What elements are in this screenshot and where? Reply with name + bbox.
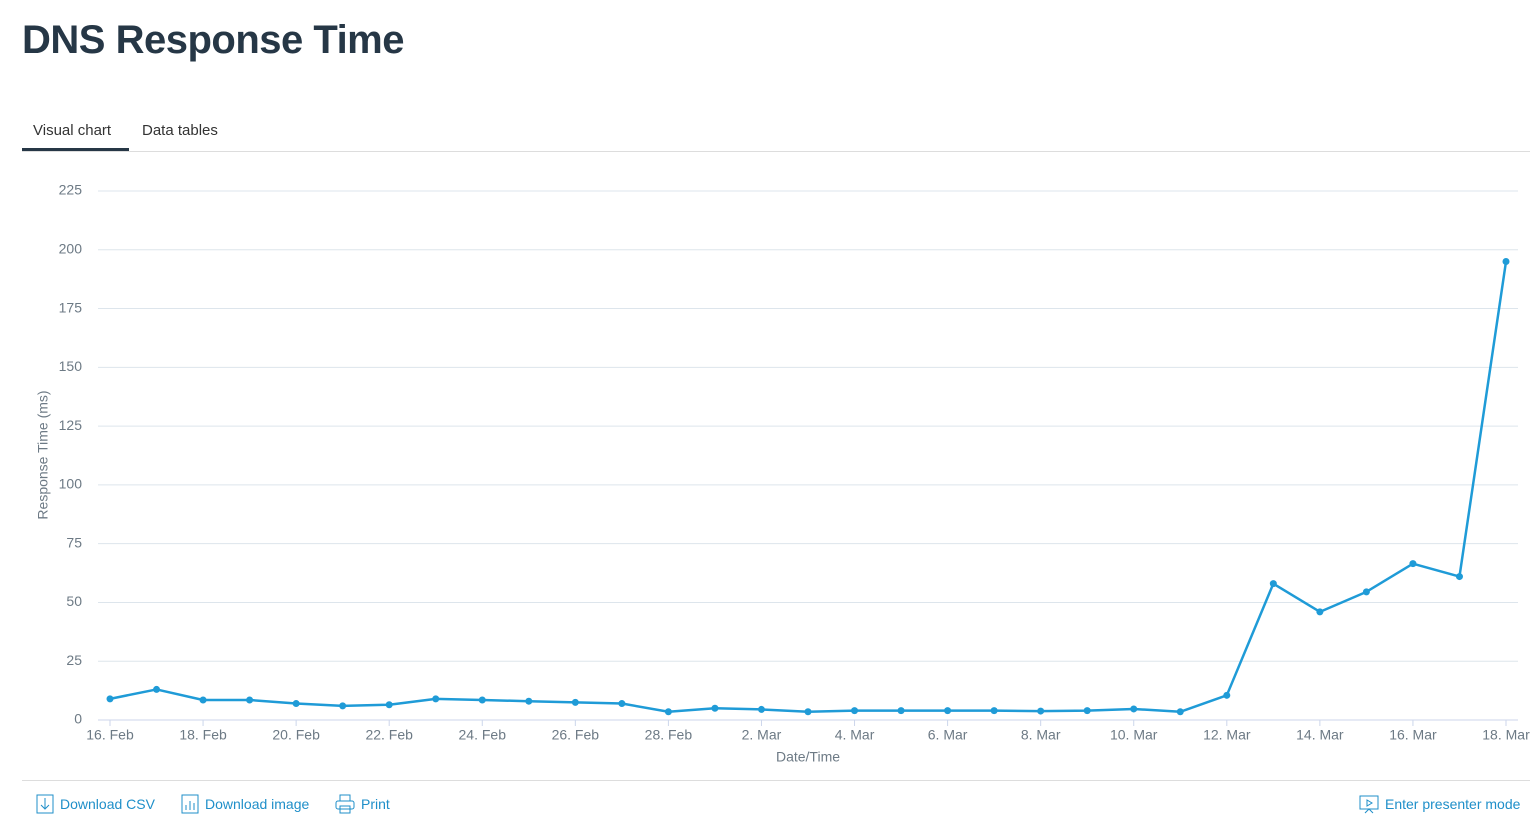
action-label[interactable]: Enter presenter mode	[1385, 796, 1521, 812]
icon	[36, 794, 54, 814]
action-label[interactable]: Print	[361, 796, 390, 812]
action-label[interactable]: Download image	[205, 796, 310, 812]
tab-indicator	[22, 148, 129, 151]
y-tick-label: 200	[59, 240, 83, 256]
y-tick-label: 0	[74, 711, 82, 727]
footer-divider	[22, 780, 1530, 781]
data-point	[1176, 708, 1184, 716]
data-point	[1130, 705, 1138, 713]
data-point	[1223, 691, 1231, 699]
y-tick-label: 50	[66, 593, 82, 609]
data-point	[711, 704, 719, 712]
data-point	[246, 696, 254, 704]
icon	[1359, 795, 1379, 814]
data-point	[525, 697, 533, 705]
download-csv[interactable]: Download CSV	[36, 794, 155, 814]
x-tick-label: 26. Feb	[552, 727, 600, 743]
data-point	[153, 685, 161, 693]
x-tick-label: 2. Mar	[742, 727, 782, 743]
chart: Response Time (ms) Date/Time 0 25 50 75 100 1…	[35, 182, 1530, 765]
tab[interactable]: Data tables	[142, 122, 218, 139]
data-point	[757, 705, 765, 713]
icon	[335, 794, 355, 814]
data-point	[664, 708, 672, 716]
data-point	[897, 707, 905, 715]
data-point	[1409, 560, 1417, 568]
y-tick-label: 125	[59, 417, 83, 433]
data-point	[385, 701, 393, 709]
tab-bar: Visual chart Data tables	[22, 110, 1530, 152]
data-point	[1502, 258, 1510, 266]
data-point	[106, 695, 114, 703]
y-tick-label: 25	[66, 652, 82, 668]
x-tick-label: 10. Mar	[1110, 727, 1158, 743]
x-tick-label: 22. Feb	[365, 727, 413, 743]
x-tick-label: 20. Feb	[272, 727, 320, 743]
y-tick-label: 225	[59, 182, 83, 198]
data-line	[109, 261, 1508, 714]
data-point	[944, 707, 952, 715]
data-point	[1362, 588, 1370, 596]
action-label[interactable]: Download CSV	[60, 796, 155, 812]
x-tick-label: 4. Mar	[835, 727, 875, 743]
x-tick-label: 8. Mar	[1021, 727, 1061, 743]
data-point	[1037, 707, 1045, 715]
data-point	[571, 698, 579, 706]
data-point	[804, 708, 812, 716]
data-point	[432, 695, 440, 703]
icon	[181, 794, 199, 814]
data-point	[1083, 707, 1091, 715]
x-tick-label: 24. Feb	[459, 727, 507, 743]
data-point	[292, 700, 300, 708]
x-tick-label: 6. Mar	[928, 727, 968, 743]
page-title: DNS Response Time	[22, 18, 405, 62]
print[interactable]: Print	[335, 794, 390, 814]
y-tick-label: 175	[59, 299, 83, 315]
data-point	[851, 707, 859, 715]
y-tick-label: 100	[59, 476, 83, 492]
x-tick-label: 16. Mar	[1389, 727, 1437, 743]
x-tick-label: 18. Mar	[1482, 727, 1530, 743]
y-tick-label: 150	[59, 358, 83, 374]
y-axis-label: Response Time (ms)	[35, 390, 51, 519]
tab[interactable]: Visual chart	[33, 122, 112, 139]
y-tick-label: 75	[66, 534, 82, 550]
data-point	[618, 700, 626, 708]
x-tick-label: 14. Mar	[1296, 727, 1344, 743]
download-image[interactable]: Download image	[181, 794, 309, 814]
data-point	[339, 702, 347, 710]
x-tick-label: 28. Feb	[645, 727, 693, 743]
data-point	[478, 696, 486, 704]
presenter-mode[interactable]: Enter presenter mode	[1359, 794, 1520, 814]
data-point	[1269, 580, 1277, 588]
x-tick-label: 16. Feb	[86, 727, 134, 743]
data-point	[1455, 573, 1463, 581]
data-point	[990, 707, 998, 715]
data-point	[199, 696, 207, 704]
x-tick-label: 12. Mar	[1203, 727, 1251, 743]
data-point	[1316, 608, 1324, 616]
x-axis-label: Date/Time	[776, 749, 840, 765]
x-tick-label: 18. Feb	[179, 727, 227, 743]
